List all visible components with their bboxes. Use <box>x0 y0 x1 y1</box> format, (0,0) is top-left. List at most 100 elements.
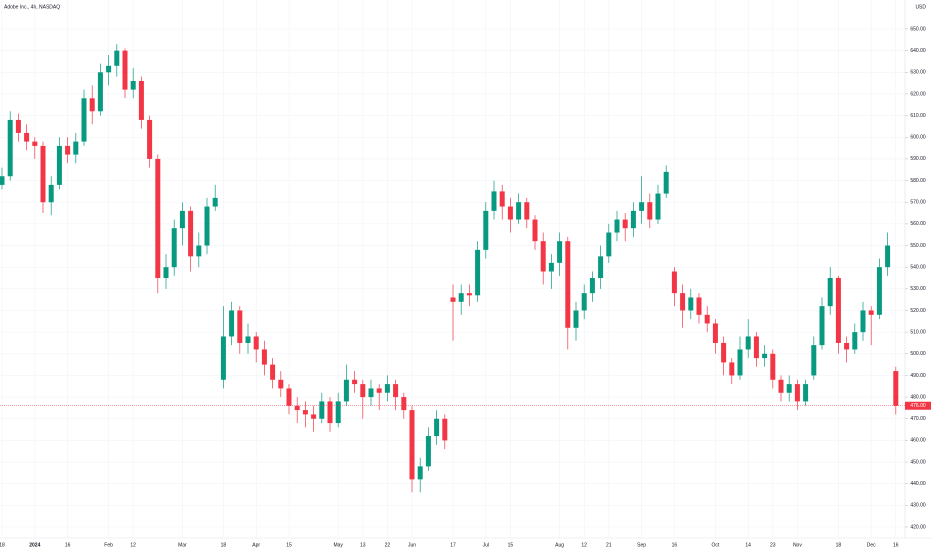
candle-body <box>89 98 95 112</box>
candle-body <box>286 388 292 406</box>
candle-body <box>475 249 481 296</box>
candle-body <box>442 418 448 441</box>
y-tick-label: 510.00 <box>910 329 926 335</box>
candle-body <box>294 405 300 411</box>
candle-body <box>48 184 54 203</box>
candle-body <box>73 141 79 155</box>
candle-body <box>393 384 399 398</box>
candle-body <box>7 119 13 177</box>
candle-body <box>729 362 735 376</box>
x-tick-label: 16 <box>893 542 899 548</box>
candle-body <box>778 379 784 393</box>
candle-body <box>893 371 899 406</box>
candle-body <box>245 336 251 343</box>
candle-body <box>671 271 677 294</box>
candle-body <box>425 436 431 467</box>
candle-body <box>557 241 563 263</box>
candle-body <box>598 256 604 278</box>
candle-body <box>721 342 727 363</box>
x-tick-label: 16 <box>672 542 678 548</box>
candle-body <box>106 65 112 73</box>
candle-body <box>606 232 612 257</box>
candle-body <box>762 353 768 359</box>
candle-body <box>614 219 620 233</box>
x-tick-label: 21 <box>606 542 612 548</box>
candle-body <box>229 310 235 337</box>
y-tick-label: 560.00 <box>910 221 926 227</box>
x-tick-label: 18 <box>0 542 5 548</box>
candle-body <box>343 379 349 402</box>
last-price-label: 476.00 <box>910 403 926 409</box>
y-tick-label: 500.00 <box>910 351 926 357</box>
candle-body <box>622 219 628 229</box>
candle-body <box>368 388 374 398</box>
x-tick-label: Aug <box>555 542 564 548</box>
candle-body <box>745 336 751 350</box>
candle-body <box>409 410 415 480</box>
chart-title: Adobe Inc., 4h, NASDAQ <box>4 4 60 10</box>
x-tick-label: Dec <box>867 542 876 548</box>
y-tick-label: 490.00 <box>910 373 926 379</box>
candle-body <box>540 241 546 272</box>
x-tick-label: 15 <box>286 542 292 548</box>
y-tick-label: 420.00 <box>910 524 926 530</box>
y-tick-label: 650.00 <box>910 26 926 32</box>
candle-body <box>507 206 513 220</box>
candle-body <box>803 384 809 402</box>
candle-body <box>237 310 243 343</box>
y-tick-label: 640.00 <box>910 48 926 54</box>
candle-body <box>376 388 382 393</box>
candle-body <box>737 349 743 376</box>
candle-body <box>360 384 366 398</box>
x-tick-label: Nov <box>793 542 802 548</box>
x-tick-label: 2024 <box>29 542 40 548</box>
candle-body <box>630 210 636 229</box>
y-tick-label: 460.00 <box>910 438 926 444</box>
candle-body <box>516 202 522 220</box>
candle-body <box>532 219 538 242</box>
candle-body <box>868 310 874 315</box>
x-tick-label: 15 <box>508 542 514 548</box>
candle-body <box>114 50 120 66</box>
candle-body <box>163 267 169 278</box>
candle-body <box>712 323 718 343</box>
candle-body <box>401 397 407 411</box>
y-tick-label: 470.00 <box>910 416 926 422</box>
candle-body <box>565 241 571 328</box>
x-tick-label: 12 <box>130 542 136 548</box>
candle-body <box>253 336 259 350</box>
candle-body <box>794 384 800 402</box>
candle-body <box>417 466 423 480</box>
candle-body <box>327 401 333 424</box>
candle-body <box>647 202 653 220</box>
candle-body <box>811 345 817 376</box>
candle-body <box>434 418 440 437</box>
candle-body <box>15 119 21 133</box>
candle-body <box>278 379 284 389</box>
candle-body <box>171 228 177 268</box>
candle-body <box>819 306 825 346</box>
candle-body <box>302 410 308 415</box>
candle-body <box>491 191 497 211</box>
candle-body <box>786 384 792 393</box>
candle-body <box>844 342 850 350</box>
candle-body <box>655 193 661 220</box>
candle-body <box>147 119 153 159</box>
x-tick-label: 17 <box>450 542 456 548</box>
y-tick-label: 440.00 <box>910 481 926 487</box>
candle-body <box>704 314 710 324</box>
candle-body <box>860 310 866 333</box>
candle-body <box>352 379 358 385</box>
x-tick-label: 14 <box>745 542 751 548</box>
candle-body <box>876 267 882 315</box>
candle-body <box>212 197 218 207</box>
candle-body <box>589 278 595 294</box>
x-tick-label: 23 <box>770 542 776 548</box>
candle-body <box>138 80 144 120</box>
y-tick-label: 540.00 <box>910 265 926 271</box>
candle-body <box>524 202 530 220</box>
candle-body <box>753 336 759 359</box>
y-tick-label: 570.00 <box>910 200 926 206</box>
x-tick-label: Apr <box>252 542 260 548</box>
